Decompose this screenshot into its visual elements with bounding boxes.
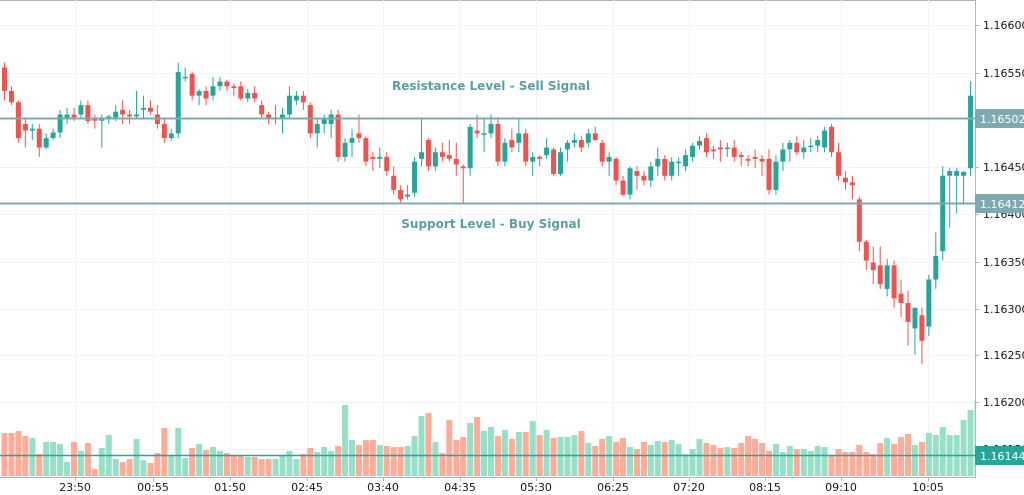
resistance-price-tag: 1.16502 xyxy=(975,109,1024,128)
support-annotation: Support Level - Buy Signal xyxy=(401,217,580,231)
time-tick-label: 04:35 xyxy=(444,481,476,494)
price-tick-label: 1.16200 xyxy=(983,396,1024,409)
chart-top-border xyxy=(0,0,975,1)
support-price-tag: 1.16412 xyxy=(975,194,1024,213)
time-tick-label: 23:50 xyxy=(59,481,91,494)
support-price-label: 1.16412 xyxy=(980,198,1024,211)
price-tick-label: 1.16450 xyxy=(983,161,1024,174)
time-tick-label: 02:45 xyxy=(291,481,323,494)
price-tick-label: 1.16600 xyxy=(983,19,1024,32)
time-tick-label: 10:05 xyxy=(912,481,944,494)
price-tick-label: 1.16350 xyxy=(983,256,1024,269)
time-tick-label: 00:55 xyxy=(137,481,169,494)
time-axis[interactable]: 23:50 00:55 01:50 02:45 03:40 04:35 05:30 06:25… xyxy=(0,477,975,494)
time-tick-label: 01:50 xyxy=(214,481,246,494)
price-tick-label: 1.16550 xyxy=(983,67,1024,80)
grid-lines xyxy=(0,0,975,477)
time-tick-label: 07:20 xyxy=(673,481,705,494)
resistance-annotation: Resistance Level - Sell Signal xyxy=(392,79,590,93)
volume-bars xyxy=(1,400,1024,476)
price-candles xyxy=(2,43,980,365)
price-tick-label: 1.16300 xyxy=(983,303,1024,316)
price-axis[interactable]: 1.166001.165501.164501.164001.163501.163… xyxy=(975,0,1024,495)
time-tick-label: 06:25 xyxy=(597,481,629,494)
volume-price-label: 1.16144 xyxy=(980,450,1024,463)
time-tick-label: 05:30 xyxy=(520,481,552,494)
level-lines[interactable] xyxy=(0,117,975,457)
time-tick-label: 08:15 xyxy=(749,481,781,494)
time-tick-label: 03:40 xyxy=(367,481,399,494)
volume-price-tag: 1.16144 xyxy=(975,446,1024,465)
time-tick-label: 09:10 xyxy=(825,481,857,494)
resistance-price-label: 1.16502 xyxy=(980,113,1024,126)
price-tick-label: 1.16250 xyxy=(983,349,1024,362)
